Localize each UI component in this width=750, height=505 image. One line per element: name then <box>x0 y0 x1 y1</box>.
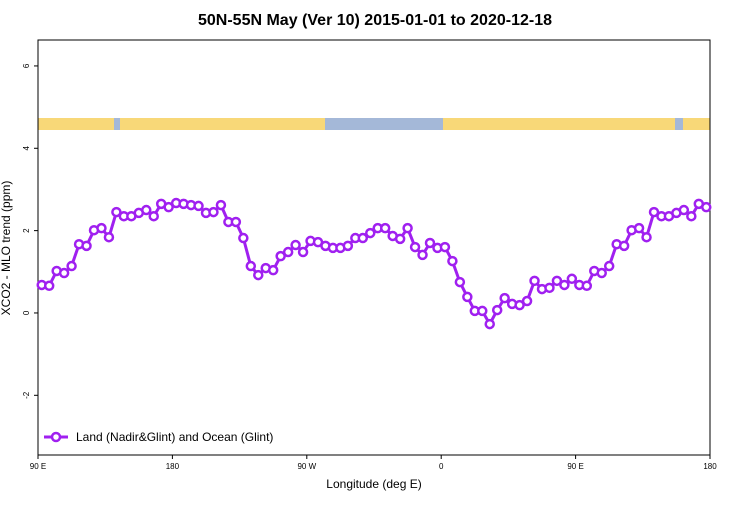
data-point <box>424 237 436 249</box>
data-point <box>66 260 77 272</box>
data-point <box>454 276 466 288</box>
data-point <box>290 239 301 251</box>
data-point <box>559 279 570 291</box>
data-point <box>447 255 458 267</box>
data-point <box>111 206 122 218</box>
data-point <box>253 269 264 281</box>
data-point <box>357 232 369 244</box>
data-point <box>81 240 92 252</box>
data-point <box>514 299 525 311</box>
y-tick-label: -2 <box>22 391 31 399</box>
data-point <box>544 282 555 294</box>
data-point <box>379 222 391 234</box>
y-axis-label: XCO2 - MLO trend (ppm) <box>0 181 13 316</box>
data-point <box>417 249 428 261</box>
x-tick-label: 0 <box>439 462 444 471</box>
x-tick-label: 90 W <box>297 462 316 471</box>
data-point <box>462 291 473 303</box>
data-point <box>499 292 510 304</box>
data-point <box>701 201 712 213</box>
data-point <box>193 200 204 212</box>
data-point <box>596 267 607 279</box>
data-point <box>603 260 615 272</box>
y-tick-label: 0 <box>22 310 31 315</box>
y-tick-label: 6 <box>22 63 31 68</box>
land-ocean-strip <box>38 118 710 130</box>
legend-label: Land (Nadir&Glint) and Ocean (Glint) <box>76 430 273 444</box>
land <box>38 118 114 130</box>
data-point <box>163 201 174 213</box>
data-point <box>394 233 406 245</box>
data-point <box>633 222 645 234</box>
data-point <box>103 231 115 243</box>
data-point <box>409 241 421 253</box>
data-point <box>402 222 413 234</box>
data-point <box>648 206 660 218</box>
data-point <box>230 216 242 228</box>
data-point <box>484 318 495 330</box>
land <box>120 118 325 130</box>
x-tick-label: 90 E <box>30 462 46 471</box>
data-point <box>43 280 55 292</box>
data-point <box>566 273 578 285</box>
data-point <box>58 267 70 279</box>
data-point <box>96 222 107 234</box>
data-point <box>215 199 227 211</box>
data-point <box>581 280 593 292</box>
data-point <box>282 246 294 258</box>
y-tick-label: 2 <box>22 228 31 233</box>
y-tick-label: 4 <box>22 146 31 151</box>
legend-marker <box>50 431 62 443</box>
chart-title: 50N-55N May (Ver 10) 2015-01-01 to 2020-… <box>198 12 552 29</box>
x-tick-label: 90 E <box>567 462 583 471</box>
plot-frame <box>37 39 711 456</box>
data-point <box>678 204 690 216</box>
x-tick-label: 180 <box>166 462 180 471</box>
data-point <box>521 295 533 307</box>
data-point <box>491 304 503 316</box>
data-point <box>141 204 152 216</box>
data-point <box>641 231 652 243</box>
data-point <box>148 210 159 222</box>
data-point <box>275 250 286 262</box>
data-point <box>477 305 488 317</box>
x-axis-label: Longitude (deg E) <box>326 477 421 491</box>
data-point <box>297 246 309 258</box>
data-point <box>208 206 219 218</box>
data-point <box>439 241 451 253</box>
data-point <box>365 227 376 239</box>
data-point <box>529 275 540 287</box>
data-point <box>342 240 354 252</box>
data-point <box>238 232 249 244</box>
data-point <box>551 275 563 287</box>
series <box>36 197 712 330</box>
data-point <box>267 264 279 276</box>
land <box>683 118 710 130</box>
data-point <box>618 240 630 252</box>
x-tick-label: 180 <box>703 462 717 471</box>
land <box>443 118 675 130</box>
data-point <box>686 210 697 222</box>
data-point <box>245 260 257 272</box>
